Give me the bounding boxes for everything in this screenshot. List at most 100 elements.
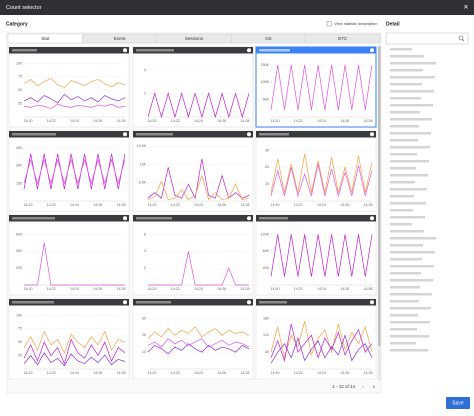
- chart-card[interactable]: [8, 298, 130, 380]
- tab-label[interactable]: OS: [265, 36, 272, 41]
- save-label[interactable]: Save: [452, 400, 464, 406]
- x-tick-label: 14:20: [148, 371, 157, 375]
- detail-item-blur: [390, 111, 420, 114]
- tab-label[interactable]: ETC: [338, 36, 348, 41]
- card-header: [256, 131, 376, 138]
- tab-label[interactable]: Sessions: [185, 36, 204, 41]
- x-tick-label: 14:24: [70, 203, 79, 207]
- card-select-icon[interactable]: [123, 216, 127, 221]
- next-page[interactable]: ›: [373, 385, 375, 391]
- y-tick-label: 150K: [261, 63, 270, 67]
- description-toggle[interactable]: View statistic description: [334, 21, 378, 26]
- card-title-blur: [12, 49, 37, 52]
- card-select-icon[interactable]: [247, 132, 251, 137]
- card-title-blur: [259, 49, 290, 52]
- detail-item-blur: [390, 188, 427, 191]
- y-tick-label: 120: [263, 333, 269, 337]
- chart-card[interactable]: [255, 46, 377, 128]
- card-select-icon[interactable]: [370, 300, 374, 305]
- x-tick-label: 14:24: [194, 371, 203, 375]
- card-select-icon[interactable]: [247, 48, 251, 53]
- chart-card[interactable]: [132, 46, 254, 128]
- x-tick-label: 14:22: [171, 203, 180, 207]
- chart-card[interactable]: [255, 298, 377, 380]
- x-tick-label: 14:26: [340, 203, 349, 207]
- x-tick-label: 14:26: [340, 371, 349, 375]
- chart-card[interactable]: [132, 130, 254, 212]
- card-select-icon[interactable]: [247, 300, 251, 305]
- save-button[interactable]: [446, 397, 470, 409]
- card-header: [133, 215, 253, 222]
- x-tick-label: 14:20: [271, 371, 280, 375]
- x-tick-label: 14:26: [93, 371, 102, 375]
- detail-item-blur: [390, 69, 423, 72]
- y-tick-label: 300: [16, 164, 22, 168]
- detail-item-blur: [390, 258, 422, 261]
- detail-item-blur: [390, 90, 434, 93]
- x-tick-label: 14:22: [294, 287, 303, 291]
- card-select-icon[interactable]: [370, 132, 374, 137]
- chart-card[interactable]: [8, 130, 130, 212]
- y-tick-label: 75: [18, 75, 22, 79]
- detail-item-blur: [390, 97, 421, 100]
- x-tick-label: 14:26: [340, 119, 349, 123]
- card-select-icon[interactable]: [123, 48, 127, 53]
- chart-card[interactable]: [132, 298, 254, 380]
- x-tick-label: 14:20: [148, 119, 157, 123]
- chart-card[interactable]: [8, 214, 130, 296]
- x-tick-label: 14:28: [241, 287, 250, 291]
- x-tick-label: 14:28: [241, 203, 250, 207]
- detail-item-blur: [390, 83, 422, 86]
- chart-card[interactable]: [255, 214, 377, 296]
- x-tick-label: 14:22: [171, 287, 180, 291]
- scroll-thumb[interactable]: [378, 46, 381, 346]
- x-tick-label: 14:26: [93, 203, 102, 207]
- card-title-blur: [136, 49, 174, 52]
- card-select-icon[interactable]: [123, 300, 127, 305]
- chart-card[interactable]: [8, 46, 130, 128]
- prev-page[interactable]: ‹: [362, 385, 364, 391]
- card-select-icon[interactable]: [247, 216, 251, 221]
- detail-item-blur: [390, 349, 428, 352]
- y-tick-label: 120K: [261, 232, 270, 236]
- x-tick-label: 14:22: [47, 371, 56, 375]
- x-tick-label: 14:20: [24, 119, 33, 123]
- series-line: [270, 321, 373, 360]
- detail-item-blur: [390, 251, 435, 254]
- y-tick-label: 19.5K: [137, 144, 147, 148]
- x-tick-label: 14:26: [340, 287, 349, 291]
- detail-item-blur: [390, 76, 435, 79]
- y-tick-label: 13K: [140, 162, 147, 166]
- card-select-icon[interactable]: [370, 48, 374, 53]
- card-select-icon[interactable]: [123, 132, 127, 137]
- chart-card[interactable]: [132, 214, 254, 296]
- detail-item-blur: [390, 174, 428, 177]
- detail-item-blur: [390, 342, 416, 345]
- series-line: [24, 242, 125, 286]
- y-tick-label: 100K: [261, 80, 270, 84]
- detail-item-blur: [390, 237, 436, 240]
- y-tick-label: 40K: [263, 266, 270, 270]
- x-tick-label: 14:26: [93, 119, 102, 123]
- card-select-icon[interactable]: [370, 216, 374, 221]
- close-button[interactable]: ×: [464, 3, 469, 12]
- y-tick-label: 50: [18, 340, 22, 344]
- card-header: [133, 299, 253, 306]
- x-tick-label: 14:28: [364, 119, 373, 123]
- card-title-blur: [12, 133, 56, 136]
- y-tick-label: 30: [265, 148, 269, 152]
- tab[interactable]: [305, 33, 381, 44]
- x-tick-label: 14:24: [317, 287, 326, 291]
- x-tick-label: 14:26: [217, 203, 226, 207]
- x-tick-label: 14:24: [70, 371, 79, 375]
- tab-label[interactable]: Stat: [41, 36, 50, 41]
- x-tick-label: 14:22: [294, 119, 303, 123]
- x-tick-label: 14:28: [241, 119, 250, 123]
- description-checkbox[interactable]: [326, 21, 332, 27]
- x-tick-label: 14:24: [70, 119, 79, 123]
- card-header: [9, 47, 129, 54]
- tab-label[interactable]: Event: [114, 36, 126, 41]
- search-box[interactable]: [385, 32, 469, 45]
- x-tick-label: 14:20: [271, 119, 280, 123]
- detail-item-blur: [390, 293, 432, 296]
